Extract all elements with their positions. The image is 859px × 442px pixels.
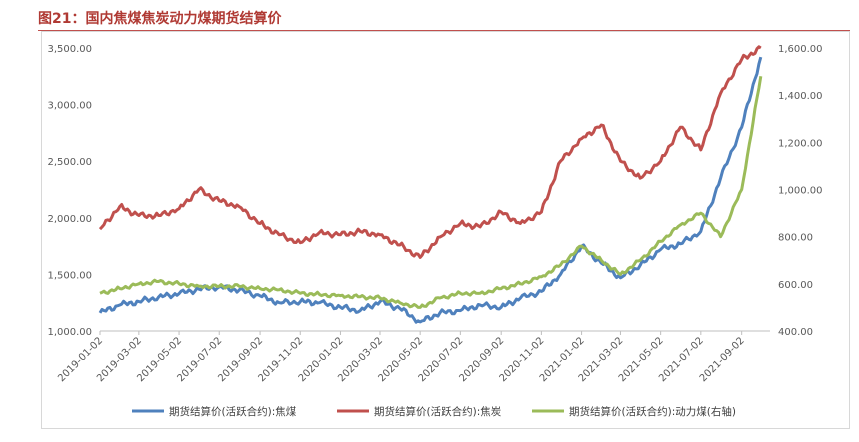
y-left-tick-label: 2,500.00: [47, 157, 92, 168]
y-right-tick-label: 400.00: [778, 327, 813, 338]
y-right-tick-label: 800.00: [778, 233, 813, 244]
y-left-tick-label: 3,000.00: [47, 101, 92, 112]
series-line-1: [98, 56, 763, 324]
y-left-tick-label: 2,000.00: [47, 214, 92, 225]
y-left-tick-label: 3,500.00: [47, 44, 92, 55]
series-line-2: [98, 45, 762, 259]
y-right-tick-label: 1,400.00: [778, 91, 823, 102]
y-right-tick-label: 600.00: [778, 280, 813, 291]
y-right-tick-label: 1,600.00: [778, 44, 823, 55]
legend-label: 期货结算价(活跃合约):动力煤(右轴): [569, 405, 736, 418]
y-right-tick-label: 1,000.00: [778, 186, 823, 197]
legend-label: 期货结算价(活跃合约):焦煤: [169, 405, 297, 418]
series-lines: [98, 45, 763, 324]
y-left-tick-label: 1,500.00: [47, 270, 92, 281]
legend-label: 期货结算价(活跃合约):焦炭: [374, 405, 502, 418]
y-left-tick-label: 1,000.00: [47, 327, 92, 338]
figure-header: 图21：国内焦煤焦炭动力煤期货结算价: [38, 6, 850, 31]
series-line-3: [99, 76, 763, 309]
figure-title: 图21：国内焦煤焦炭动力煤期货结算价: [38, 11, 282, 27]
chart-frame: [41, 31, 850, 429]
legend: 期货结算价(活跃合约):焦煤 期货结算价(活跃合约):焦炭 期货结算价(活跃合约):…: [132, 405, 736, 418]
y-right-tick-label: 1,200.00: [778, 138, 823, 149]
